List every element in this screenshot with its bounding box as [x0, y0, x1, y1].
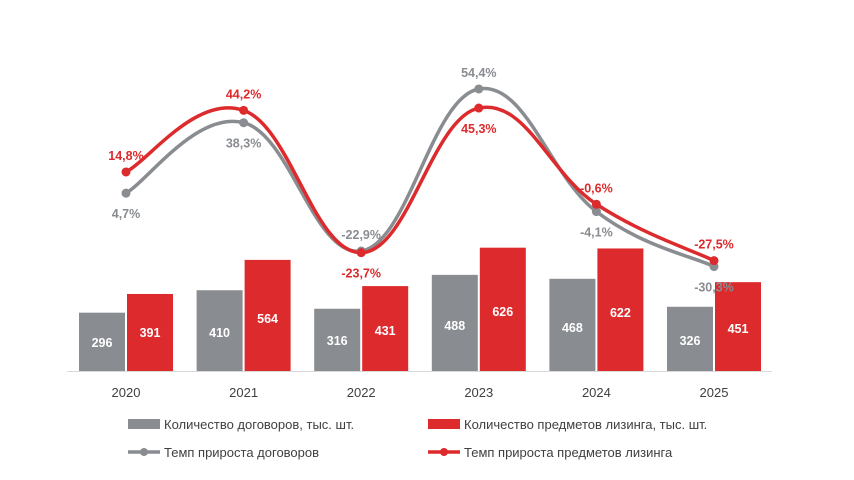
- bar-value-label: 468: [562, 321, 583, 335]
- line-value-label-contracts-growth: -22,9%: [341, 228, 381, 242]
- line-value-label-contracts-growth: -30,3%: [694, 281, 734, 295]
- bar-value-label: 431: [375, 324, 396, 338]
- bar-value-label: 391: [140, 326, 161, 340]
- bar-contracts: [431, 274, 478, 371]
- bar-value-label: 622: [610, 306, 631, 320]
- marker-items-growth: [356, 248, 366, 258]
- bar-contracts: [314, 308, 361, 371]
- marker-items-growth: [709, 256, 719, 266]
- marker-contracts-growth: [121, 188, 131, 198]
- line-value-label-items-growth: 14,8%: [108, 149, 143, 163]
- bar-items: [715, 282, 761, 371]
- legend-label-items: Количество предметов лизинга, тыс. шт.: [464, 417, 707, 432]
- bar-contracts: [549, 278, 596, 371]
- bar-items: [597, 248, 644, 371]
- legend-marker-items-growth: [440, 448, 448, 456]
- bar-value-label: 410: [209, 326, 230, 340]
- bar-value-label: 451: [728, 322, 749, 336]
- marker-contracts-growth: [591, 207, 601, 217]
- legend-marker-contracts-growth: [140, 448, 148, 456]
- x-tick-label: 2021: [229, 385, 258, 400]
- bar-items: [362, 286, 409, 371]
- bar-value-label: 488: [444, 319, 465, 333]
- line-value-label-contracts-growth: 38,3%: [226, 137, 261, 151]
- line-value-label-items-growth: 44,2%: [226, 87, 261, 101]
- line-value-label-items-growth: -23,7%: [341, 267, 381, 281]
- bar-items: [479, 247, 526, 371]
- x-tick-label: 2020: [112, 385, 141, 400]
- x-tick-label: 2022: [347, 385, 376, 400]
- legend-label-contracts-growth: Темп прироста договоров: [164, 445, 319, 460]
- x-tick-label: 2023: [464, 385, 493, 400]
- marker-contracts-growth: [239, 118, 249, 128]
- line-value-label-contracts-growth: 54,4%: [461, 66, 496, 80]
- bar-items: [127, 293, 173, 371]
- marker-items-growth: [239, 105, 249, 115]
- line-value-label-items-growth: -0,6%: [580, 181, 613, 195]
- marker-items-growth: [591, 199, 601, 209]
- bar-value-label: 626: [492, 305, 513, 319]
- line-value-label-items-growth: -27,5%: [694, 238, 734, 252]
- bar-value-label: 296: [92, 336, 113, 350]
- x-tick-label: 2025: [700, 385, 729, 400]
- marker-items-growth: [474, 103, 484, 113]
- bar-value-label: 564: [257, 312, 278, 326]
- marker-contracts-growth: [474, 84, 484, 94]
- bar-value-label: 316: [327, 334, 348, 348]
- line-value-label-contracts-growth: 4,7%: [112, 207, 141, 221]
- bar-items: [244, 259, 291, 371]
- line-contracts-growth: [125, 86, 715, 269]
- line-value-label-items-growth: 45,3%: [461, 122, 496, 136]
- bar-contracts: [667, 306, 713, 371]
- marker-items-growth: [121, 167, 131, 177]
- line-value-label-contracts-growth: -4,1%: [580, 226, 613, 240]
- bar-value-label: 326: [680, 334, 701, 348]
- x-tick-label: 2024: [582, 385, 611, 400]
- legend-swatch-items: [428, 419, 460, 429]
- legend-label-contracts: Количество договоров, тыс. шт.: [164, 417, 354, 432]
- legend-label-items-growth: Темп прироста предметов лизинга: [464, 445, 673, 460]
- line-items-growth: [125, 105, 715, 263]
- legend: Количество договоров, тыс. шт. Количеств…: [128, 417, 707, 460]
- bar-contracts: [79, 312, 125, 371]
- legend-swatch-contracts: [128, 419, 160, 429]
- bar-contracts: [196, 290, 243, 371]
